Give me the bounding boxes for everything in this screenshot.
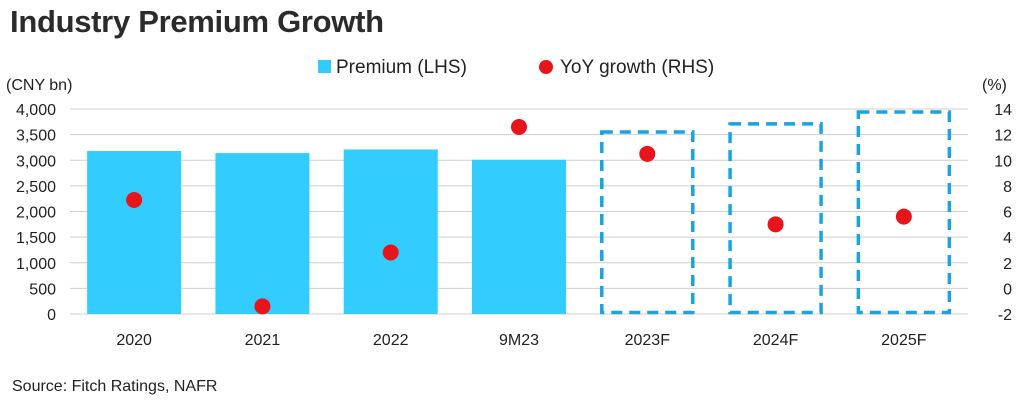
left-axis-ticks: 0 500 1,000 1,500 2,000 2,500 3,000 3,500 4,000 — [16, 102, 56, 324]
x-tick-label: 2024F — [753, 332, 799, 349]
source-note: Source: Fitch Ratings, NAFR — [12, 378, 218, 395]
right-tick-label: 2 — [1003, 256, 1012, 273]
left-tick-label: 2,000 — [16, 205, 56, 222]
chart-canvas: 2020 2021 2022 9M23 2023F 2024F 2025F 0 500 1,00… — [6, 57, 1012, 349]
right-tick-label: 12 — [994, 128, 1012, 145]
growth-dot-2020 — [126, 191, 143, 208]
growth-dot-2024F — [767, 216, 784, 233]
forecast-bar-2023F — [600, 130, 695, 315]
chart-title: Industry Premium Growth — [10, 4, 384, 39]
legend-label-growth: YoY growth (RHS) — [560, 57, 714, 78]
forecast-bar-2025F — [856, 110, 952, 315]
x-axis-ticks: 2020 2021 2022 9M23 2023F 2024F 2025F — [116, 332, 926, 349]
right-tick-label: 14 — [994, 102, 1012, 119]
x-tick-label: 2022 — [373, 332, 409, 349]
left-tick-label: 500 — [29, 281, 56, 298]
x-tick-label: 9M23 — [499, 332, 539, 349]
dot-series — [126, 118, 912, 315]
left-axis-label: (CNY bn) — [6, 77, 72, 94]
left-tick-label: 3,000 — [16, 153, 56, 170]
x-tick-label: 2021 — [245, 332, 281, 349]
legend-swatch-premium — [318, 60, 331, 73]
bar-2021 — [215, 153, 310, 314]
bar-series — [87, 110, 952, 315]
left-tick-label: 0 — [47, 307, 56, 324]
right-tick-label: 8 — [1003, 179, 1012, 196]
right-tick-label: 0 — [1003, 281, 1012, 298]
legend-label-premium: Premium (LHS) — [336, 57, 467, 78]
left-tick-label: 1,500 — [16, 230, 56, 247]
right-tick-label: 10 — [994, 153, 1012, 170]
right-tick-label: 6 — [1003, 205, 1012, 222]
legend-swatch-growth — [539, 60, 553, 74]
growth-dot-2022 — [382, 244, 399, 261]
left-tick-label: 2,500 — [16, 179, 56, 196]
left-tick-label: 4,000 — [16, 102, 56, 119]
bar-2020 — [87, 151, 182, 314]
x-tick-label: 2020 — [116, 332, 152, 349]
right-tick-label: -2 — [998, 307, 1012, 324]
bar-9M23 — [472, 159, 566, 314]
growth-dot-2023F — [639, 145, 656, 162]
left-tick-label: 1,000 — [16, 256, 56, 273]
growth-dot-9M23 — [511, 118, 527, 135]
right-tick-label: 4 — [1003, 230, 1012, 247]
x-tick-label: 2023F — [625, 332, 671, 349]
bar-2022 — [343, 149, 438, 314]
forecast-bar-2024F — [728, 122, 823, 315]
right-axis-label: (%) — [982, 77, 1007, 94]
legend: Premium (LHS) YoY growth (RHS) — [318, 57, 714, 78]
right-axis-ticks: -2 0 2 4 6 8 10 12 14 — [994, 102, 1012, 324]
growth-dot-2021 — [254, 298, 271, 315]
x-tick-label: 2025F — [881, 332, 927, 349]
left-tick-label: 3,500 — [16, 128, 56, 145]
growth-dot-2025F — [895, 208, 912, 225]
